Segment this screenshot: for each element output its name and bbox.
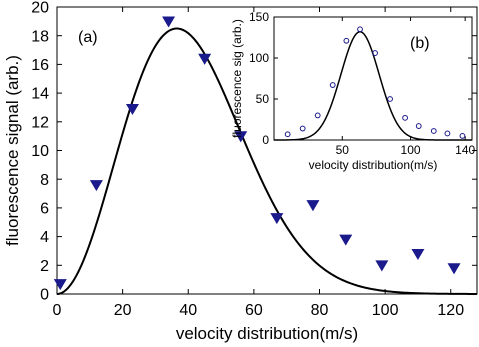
panel-label: (a) bbox=[78, 29, 98, 46]
data-point bbox=[444, 130, 451, 137]
y-tick-label: 50 bbox=[256, 92, 270, 106]
data-point bbox=[125, 104, 139, 116]
y-tick-label: 6 bbox=[40, 201, 49, 218]
data-point bbox=[270, 213, 284, 225]
fit-curve bbox=[56, 27, 477, 295]
main-plot: 0 20 40 60 80 100 120 0 2 4 6 8 10 12 14 16 18 20 velocity… bbox=[3, 0, 478, 343]
x-tick-label: 0 bbox=[53, 302, 62, 319]
y-tick-label: 2 bbox=[40, 258, 49, 275]
x-tick-label: 50 bbox=[336, 143, 350, 157]
y-tick-label: 0 bbox=[262, 133, 269, 147]
data-point bbox=[314, 112, 321, 119]
inset-plot: 50 100 140 0 50 100 150 velocity distribution(m… bbox=[230, 10, 476, 172]
y-tick-label: 20 bbox=[31, 0, 49, 17]
x-tick-label: 100 bbox=[401, 143, 421, 157]
y-tick-label: 0 bbox=[40, 287, 49, 304]
y-axis-label: fluorescence signal (arb.) bbox=[3, 55, 22, 246]
y-tick-label: 4 bbox=[40, 229, 49, 246]
data-point bbox=[387, 96, 393, 102]
y-tick-label: 8 bbox=[40, 172, 49, 189]
data-point bbox=[372, 50, 378, 56]
data-point bbox=[162, 16, 176, 28]
x-tick-label: 20 bbox=[114, 302, 132, 319]
y-tick-label: 10 bbox=[31, 143, 49, 160]
x-tick-label: 80 bbox=[311, 302, 329, 319]
x-tick-label: 120 bbox=[437, 302, 464, 319]
data-point bbox=[343, 37, 350, 44]
inset-background bbox=[274, 17, 472, 140]
data-point bbox=[198, 53, 212, 65]
data-point bbox=[284, 131, 291, 138]
data-point bbox=[53, 279, 67, 291]
y-tick-label: 18 bbox=[31, 28, 49, 45]
data-point bbox=[339, 234, 353, 246]
y-tick-label: 12 bbox=[31, 114, 49, 131]
data-point bbox=[430, 128, 437, 134]
data-point bbox=[411, 248, 425, 260]
x-tick-label: 140 bbox=[455, 143, 475, 157]
y-tick-label: 14 bbox=[31, 86, 49, 103]
data-point bbox=[299, 125, 306, 132]
x-tick-label: 40 bbox=[179, 302, 197, 319]
data-point bbox=[402, 114, 408, 121]
y-axis-label: fluorescence sig (arb.) bbox=[230, 19, 244, 138]
data-point bbox=[234, 131, 248, 143]
data-point bbox=[375, 260, 389, 272]
x-axis-label: velocity distribution(m/s) bbox=[176, 324, 358, 343]
panel-label: (b) bbox=[410, 35, 430, 52]
data-point bbox=[447, 263, 461, 275]
data-point bbox=[306, 200, 320, 212]
y-tick-label: 16 bbox=[31, 57, 49, 74]
data-point bbox=[357, 26, 363, 33]
data-point bbox=[329, 82, 336, 88]
plot-frame bbox=[273, 16, 473, 141]
y-tick-label: 150 bbox=[249, 10, 269, 24]
data-point bbox=[415, 123, 422, 129]
y-tick-label: 100 bbox=[249, 51, 269, 65]
x-tick-label: 100 bbox=[372, 302, 399, 319]
x-tick-label: 60 bbox=[245, 302, 263, 319]
data-point bbox=[459, 133, 466, 139]
data-point bbox=[89, 180, 103, 192]
x-axis-label: velocity distribution(m/s) bbox=[309, 158, 438, 172]
